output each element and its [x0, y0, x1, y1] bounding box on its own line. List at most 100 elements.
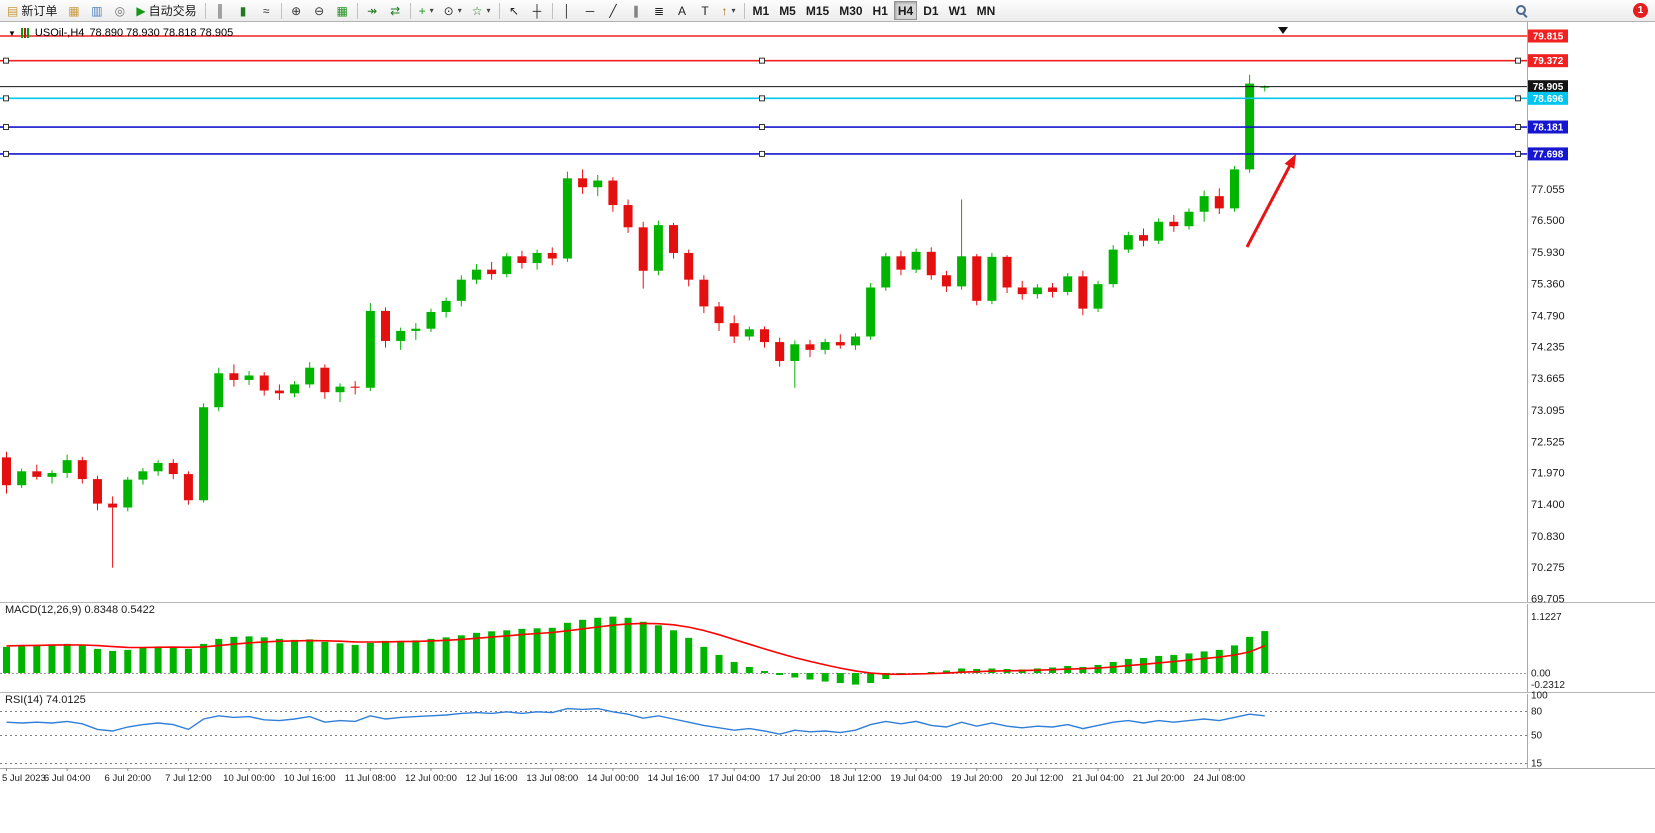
candle-body [168, 462, 178, 475]
toolbar-right: 1 [1510, 1, 1653, 20]
dropdown-caret-icon: ▾ [486, 6, 491, 15]
candle-body [92, 479, 102, 504]
candle-body [1017, 287, 1027, 295]
svg-text:18 Jul 12:00: 18 Jul 12:00 [830, 773, 882, 784]
chart-shift-button[interactable]: ⇄ [385, 1, 406, 20]
market-watch-button[interactable]: ▦ [63, 1, 84, 20]
auto-scroll-icon: ↠ [367, 3, 378, 18]
timeframe-button-m5[interactable]: M5 [775, 1, 800, 20]
crosshair-button[interactable]: ┼ [527, 1, 548, 20]
svg-text:71.970: 71.970 [1531, 467, 1565, 479]
fibonacci-button[interactable]: ≣ [649, 1, 670, 20]
svg-text:74.235: 74.235 [1531, 341, 1565, 353]
svg-text:15: 15 [1531, 759, 1543, 770]
svg-text:5 Jul 2023: 5 Jul 2023 [2, 773, 46, 784]
data-window-button[interactable]: ▥ [86, 1, 107, 20]
candle-body [714, 306, 724, 324]
periods-button[interactable]: ⊙ ▾ [440, 1, 466, 20]
candle-body [790, 344, 800, 362]
timeframe-button-d1[interactable]: D1 [919, 1, 942, 20]
timeframe-button-h4[interactable]: H4 [893, 1, 918, 20]
candle-body [487, 269, 497, 275]
price-tag [1528, 80, 1568, 94]
svg-text:79.815: 79.815 [1533, 32, 1564, 43]
hline-78.181[interactable] [0, 120, 1568, 134]
candle-body [1214, 196, 1224, 209]
channel-icon: ∥ [633, 3, 639, 18]
timeframe-button-h4-label: H4 [897, 3, 914, 18]
new-chart-icon: + [418, 3, 426, 18]
candle-body [350, 386, 360, 388]
candle-body [183, 474, 193, 501]
arrows-icon: ↑ [721, 3, 728, 18]
candles-chart-button[interactable]: ▮ [233, 1, 254, 20]
candle-body [1108, 249, 1118, 285]
hline-77.698[interactable] [0, 147, 1568, 161]
candle-body [335, 386, 345, 393]
tile-windows-button[interactable]: ▦ [332, 1, 353, 20]
svg-text:75.930: 75.930 [1531, 247, 1565, 259]
svg-text:73.095: 73.095 [1531, 405, 1565, 417]
candle-body [62, 460, 72, 473]
price-tag [1528, 91, 1568, 105]
bar-chart-button[interactable]: ║ [210, 1, 231, 20]
candle-body [32, 471, 42, 477]
toolbar-separator [204, 2, 206, 19]
timeframe-button-w1[interactable]: W1 [945, 1, 971, 20]
candle-body [850, 336, 860, 346]
line-chart-button[interactable]: ≈ [256, 1, 277, 20]
navigator-button[interactable]: ◎ [109, 1, 130, 20]
hline-78.905[interactable] [0, 80, 1568, 94]
auto-scroll-button[interactable]: ↠ [362, 1, 383, 20]
candle-body [2, 457, 11, 486]
text-label-button[interactable]: T [695, 1, 716, 20]
timeframe-button-m30[interactable]: M30 [835, 1, 866, 20]
svg-text:6 Jul 20:00: 6 Jul 20:00 [105, 773, 151, 784]
cursor-button[interactable]: ↖ [504, 1, 525, 20]
trend-arrow[interactable] [1245, 154, 1296, 248]
svg-text:78.905: 78.905 [1533, 82, 1564, 93]
line-handle [759, 124, 765, 131]
chart-dropdown-icon[interactable]: ▼ [8, 28, 16, 38]
new-order-button[interactable]: ▤ 新订单 [3, 1, 61, 20]
timeframe-button-d1-label: D1 [923, 3, 939, 18]
channel-button[interactable]: ∥ [626, 1, 647, 20]
timeframe-button-mn-label: MN [976, 3, 996, 18]
candle-body [365, 310, 375, 388]
toolbar-separator [356, 2, 358, 19]
tile-windows-icon: ▦ [336, 3, 348, 18]
search-button[interactable] [1511, 1, 1532, 20]
text-button[interactable]: A [672, 1, 693, 20]
trendline-button[interactable]: ╱ [603, 1, 624, 20]
arrows-button[interactable]: ↑ ▾ [718, 1, 740, 20]
zoom-in-button[interactable]: ⊕ [286, 1, 307, 20]
timeframe-button-h1[interactable]: H1 [869, 1, 892, 20]
horizontal-line-button[interactable]: ─ [580, 1, 601, 20]
svg-text:12 Jul 16:00: 12 Jul 16:00 [466, 773, 518, 784]
line-chart-icon: ≈ [262, 3, 270, 18]
hline-78.696[interactable] [0, 91, 1568, 105]
hline-79.372[interactable] [0, 54, 1568, 68]
svg-text:69.705: 69.705 [1531, 594, 1565, 606]
hline-79.815[interactable] [0, 29, 1568, 43]
timeframe-button-m15[interactable]: M15 [802, 1, 833, 20]
zoom-out-button[interactable]: ⊖ [309, 1, 330, 20]
rsi-line [6, 707, 1265, 735]
timeframe-button-mn[interactable]: MN [973, 1, 1000, 20]
candle-body [866, 287, 876, 337]
svg-text:14 Jul 00:00: 14 Jul 00:00 [587, 773, 639, 784]
search-icon [1515, 4, 1528, 17]
timeframe-button-m1[interactable]: M1 [749, 1, 774, 20]
candle-body [153, 462, 163, 472]
svg-text:50: 50 [1531, 731, 1543, 742]
candle-body [411, 328, 421, 331]
vertical-line-button[interactable]: │ [557, 1, 578, 20]
svg-text:75.360: 75.360 [1531, 279, 1565, 291]
candle-body [775, 342, 785, 362]
autotrade-button[interactable]: ▶ 自动交易 [132, 1, 200, 20]
timeframe-button-m1-label: M1 [752, 3, 770, 18]
templates-button[interactable]: ☆ ▾ [468, 1, 495, 20]
notification-badge[interactable]: 1 [1633, 3, 1648, 18]
new-chart-button[interactable]: + ▾ [415, 1, 438, 20]
